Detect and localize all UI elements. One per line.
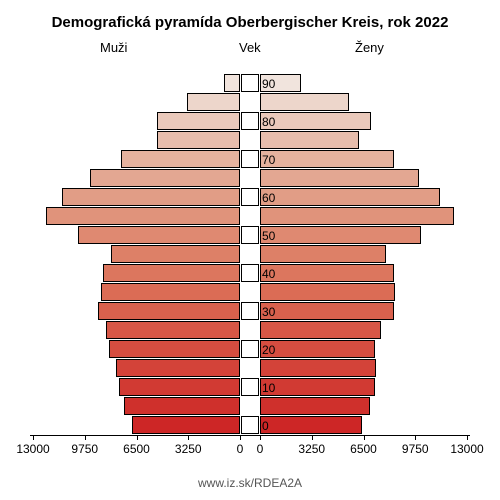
bar-male — [103, 264, 240, 282]
bar-female — [260, 226, 421, 244]
age-marker — [241, 226, 259, 244]
x-tick-label: 9750 — [71, 442, 98, 456]
x-tick — [364, 435, 365, 440]
age-label: 70 — [262, 153, 282, 167]
bar-male — [111, 245, 240, 263]
x-tick — [137, 435, 138, 440]
age-marker — [241, 150, 259, 168]
x-tick-label: 13000 — [16, 442, 49, 456]
bar-female — [260, 93, 349, 111]
bar-male — [109, 340, 240, 358]
bar-female — [260, 169, 419, 187]
x-tick-label: 3250 — [175, 442, 202, 456]
age-label: 50 — [262, 229, 282, 243]
bar-male — [124, 397, 240, 415]
bar-female — [260, 131, 359, 149]
age-label: 30 — [262, 305, 282, 319]
age-label: 90 — [262, 77, 282, 91]
bar-male — [46, 207, 240, 225]
x-tick — [467, 435, 468, 440]
age-label: 10 — [262, 381, 282, 395]
label-male: Muži — [100, 40, 127, 55]
age-marker — [241, 340, 259, 358]
age-marker — [241, 264, 259, 282]
bar-female — [260, 321, 381, 339]
bar-male — [98, 302, 240, 320]
bar-female — [260, 359, 376, 377]
bar-male — [132, 416, 240, 434]
bar-male — [157, 131, 240, 149]
footer-text: www.iz.sk/RDEA2A — [0, 476, 500, 490]
x-tick — [240, 435, 241, 440]
age-label: 60 — [262, 191, 282, 205]
bar-male — [121, 150, 240, 168]
age-marker — [241, 302, 259, 320]
bar-male — [157, 112, 240, 130]
bar-male — [101, 283, 240, 301]
bar-male — [224, 74, 240, 92]
plot-area: 0102030405060708090032506500975013000032… — [30, 55, 470, 440]
chart-title: Demografická pyramída Oberbergischer Kre… — [0, 14, 500, 31]
age-marker — [241, 188, 259, 206]
x-tick-label: 6500 — [123, 442, 150, 456]
x-tick-label: 0 — [257, 442, 264, 456]
x-tick-label: 9750 — [402, 442, 429, 456]
label-female: Ženy — [355, 40, 384, 55]
age-marker — [241, 74, 259, 92]
bar-male — [116, 359, 240, 377]
bar-male — [62, 188, 240, 206]
bar-male — [187, 93, 240, 111]
bar-female — [260, 188, 440, 206]
bar-female — [260, 397, 370, 415]
x-axis — [30, 435, 470, 436]
bar-male — [119, 378, 240, 396]
label-age: Vek — [239, 40, 261, 55]
x-tick — [33, 435, 34, 440]
x-tick — [85, 435, 86, 440]
x-tick — [415, 435, 416, 440]
age-label: 0 — [262, 419, 282, 433]
age-label: 20 — [262, 343, 282, 357]
bar-male — [106, 321, 240, 339]
x-tick-label: 0 — [237, 442, 244, 456]
x-tick — [312, 435, 313, 440]
age-marker — [241, 378, 259, 396]
x-tick-label: 13000 — [450, 442, 483, 456]
x-tick-label: 3250 — [298, 442, 325, 456]
x-tick — [188, 435, 189, 440]
age-label: 80 — [262, 115, 282, 129]
age-marker — [241, 416, 259, 434]
x-tick — [260, 435, 261, 440]
chart-title-text: Demografická pyramída Oberbergischer Kre… — [52, 14, 449, 31]
x-tick-label: 6500 — [350, 442, 377, 456]
bar-female — [260, 283, 395, 301]
pyramid-chart: Demografická pyramída Oberbergischer Kre… — [0, 0, 500, 500]
bar-female — [260, 207, 454, 225]
bar-female — [260, 245, 386, 263]
bar-male — [90, 169, 240, 187]
age-label: 40 — [262, 267, 282, 281]
age-marker — [241, 112, 259, 130]
bar-male — [78, 226, 240, 244]
